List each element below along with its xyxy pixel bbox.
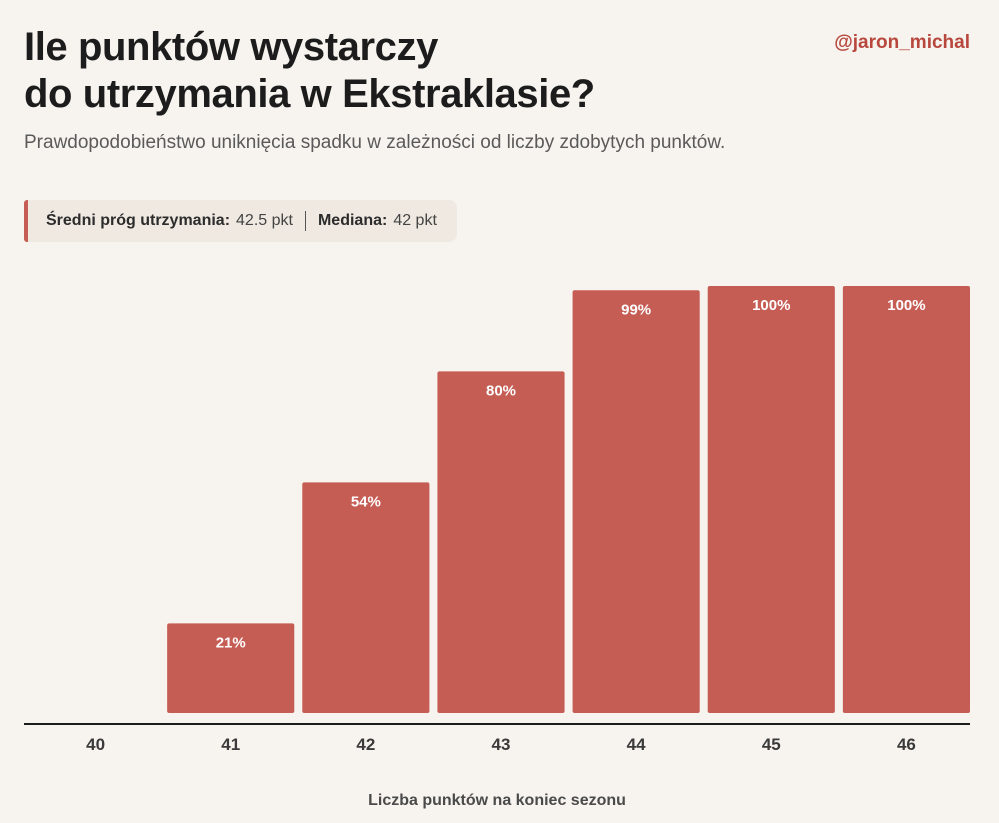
title-line-1: Ile punktów wystarczy — [24, 25, 438, 69]
bar-chart: 21% 54% 80% 99% 100% 100% 40 41 42 43 44 45 46 Licz… — [24, 286, 970, 809]
median-label: Mediana: — [317, 212, 388, 229]
x-axis-title: Liczba punktów na koniec sezonu — [368, 792, 626, 809]
page-title: Ile punktów wystarczy do utrzymania w Ek… — [24, 24, 784, 118]
bar-42 — [302, 482, 430, 713]
bar-value-label-45: 100% — [752, 297, 790, 314]
mean-threshold-label: Średni próg utrzymania: — [46, 212, 231, 229]
x-tick-label-46: 46 — [897, 735, 916, 754]
bar-value-label-46: 100% — [887, 297, 925, 314]
bar-value-label-41: 21% — [216, 634, 246, 651]
bar-43 — [437, 371, 565, 713]
median-value: 42 pkt — [393, 212, 437, 229]
x-tick-label-40: 40 — [86, 735, 105, 754]
stats-summary-box: Średni próg utrzymania: 42.5 pkt Mediana… — [24, 200, 457, 242]
bars-group: 21% 54% 80% 99% 100% 100% — [167, 286, 970, 713]
bar-41 — [167, 623, 295, 713]
x-tick-label-41: 41 — [221, 735, 240, 754]
bar-45 — [707, 286, 835, 713]
x-tick-label-42: 42 — [356, 735, 375, 754]
bar-44 — [572, 290, 700, 713]
mean-threshold-value: 42.5 pkt — [236, 212, 293, 229]
x-tick-label-45: 45 — [762, 735, 781, 754]
bar-value-label-42: 54% — [351, 493, 381, 510]
x-tick-labels: 40 41 42 43 44 45 46 — [86, 735, 916, 754]
title-line-2: do utrzymania w Ekstraklasie? — [24, 72, 595, 116]
bar-value-label-44: 99% — [621, 301, 651, 318]
bar-46 — [842, 286, 970, 713]
x-tick-label-44: 44 — [627, 735, 646, 754]
author-handle: @jaron_michal — [834, 32, 970, 53]
x-tick-label-43: 43 — [492, 735, 511, 754]
stats-divider — [304, 211, 306, 231]
bar-value-label-43: 80% — [486, 382, 516, 399]
chart-subtitle: Prawdopodobieństwo uniknięcia spadku w z… — [24, 132, 726, 153]
